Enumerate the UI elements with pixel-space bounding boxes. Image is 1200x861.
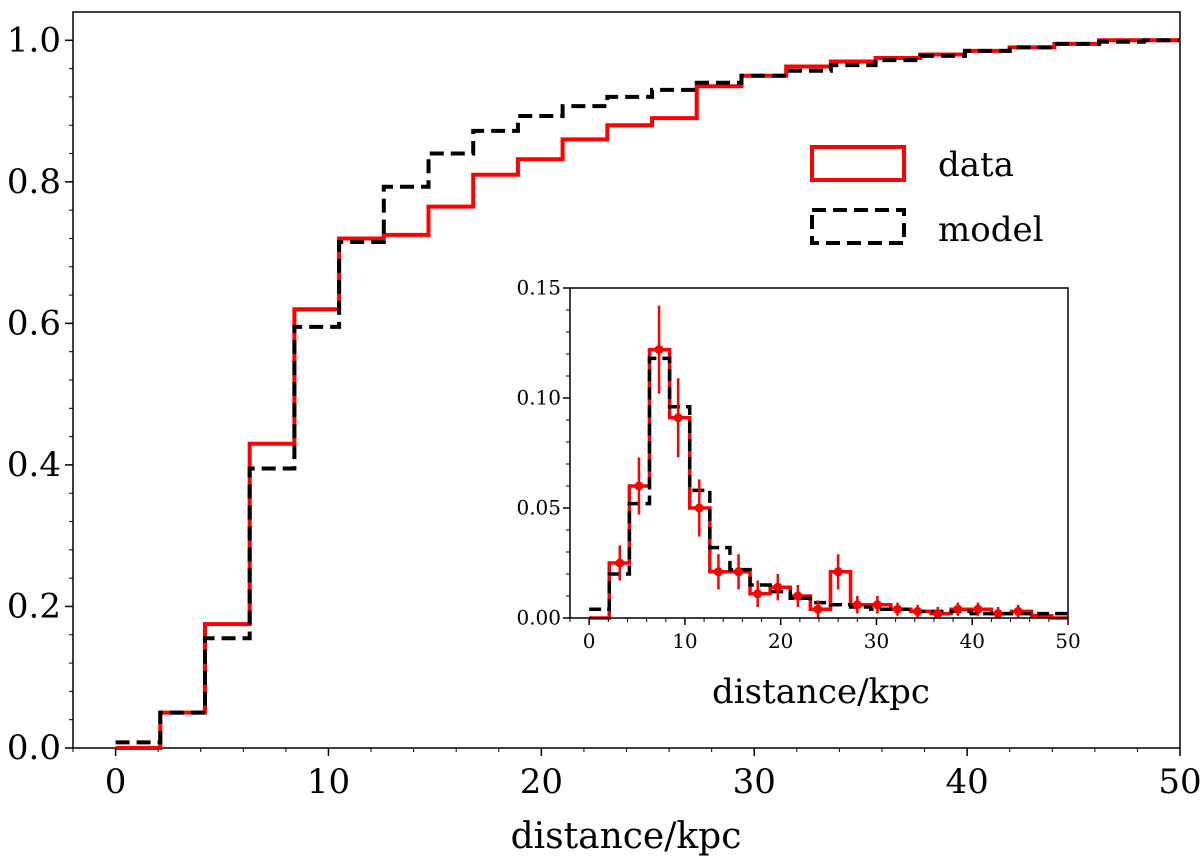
main-y-tick-label: 0.6	[7, 304, 61, 344]
main-y-tick-label: 1.0	[7, 21, 61, 61]
inset-plot-series	[589, 347, 1068, 620]
inset-data-point	[833, 567, 843, 577]
inset-x-axis-label: distance/kpc	[712, 672, 930, 712]
inset-data-point	[893, 604, 903, 614]
main-series-model	[115, 38, 1180, 745]
inset-data-point	[694, 503, 704, 513]
main-x-tick-label: 20	[520, 762, 563, 802]
inset-plot-error-bars	[615, 305, 1023, 619]
main-x-tick-label: 30	[733, 762, 776, 802]
main-y-tick-label: 0.0	[7, 728, 61, 768]
inset-y-tick-label: 0.15	[516, 276, 561, 300]
main-x-tick-label: 0	[105, 762, 127, 802]
inset-data-point	[673, 413, 683, 423]
main-plot-series	[115, 38, 1180, 750]
legend-model-label: model	[938, 210, 1043, 250]
main-y-tick-label: 0.8	[7, 162, 61, 202]
main-y-tick-label: 0.4	[7, 445, 61, 485]
inset-data-point	[793, 591, 803, 601]
inset-data-point	[953, 604, 963, 614]
inset-data-point	[713, 567, 723, 577]
inset-data-point	[654, 345, 664, 355]
inset-plot: 0 10 20 30 40 50 0.00 0.05 0.10 0.15 distance/kpc	[516, 276, 1080, 712]
inset-y-tick-label: 0.00	[516, 606, 561, 630]
inset-x-tick-label: 10	[672, 629, 697, 653]
inset-data-point	[1013, 606, 1023, 616]
inset-data-point	[973, 604, 983, 614]
inset-data-point	[734, 567, 744, 577]
inset-data-point	[773, 582, 783, 592]
inset-y-tick-label: 0.05	[516, 496, 561, 520]
legend-model-swatch	[810, 208, 906, 245]
inset-plot-background	[570, 288, 1068, 618]
main-x-tick-label: 50	[1158, 762, 1200, 802]
inset-x-tick-label: 50	[1055, 629, 1080, 653]
main-x-tick-label: 10	[307, 762, 350, 802]
legend: data model	[810, 145, 1043, 250]
main-plot: 0 10 20 30 40 50 0.0 0.2 0.4 0.6 0.8 1.0 distance/k…	[7, 11, 1200, 857]
inset-data-point	[933, 609, 943, 619]
inset-data-point	[753, 589, 763, 599]
inset-series-model	[589, 356, 1068, 616]
legend-data-label: data	[938, 145, 1014, 185]
inset-data-point	[913, 606, 923, 616]
inset-x-tick-label: 20	[768, 629, 793, 653]
inset-data-point	[615, 558, 625, 568]
main-x-axis-label: distance/kpc	[511, 816, 742, 857]
inset-data-point	[852, 600, 862, 610]
legend-data-swatch	[810, 145, 906, 182]
main-x-tick-label: 40	[945, 762, 988, 802]
inset-data-point	[813, 604, 823, 614]
main-y-tick-label: 0.2	[7, 587, 61, 627]
inset-x-tick-label: 30	[864, 629, 889, 653]
inset-y-tick-label: 0.10	[516, 386, 561, 410]
inset-data-point	[872, 600, 882, 610]
inset-data-point	[634, 481, 644, 491]
main-plot-ticks: 0 10 20 30 40 50 0.0 0.2 0.4 0.6 0.8 1.0	[7, 21, 1200, 802]
inset-plot-ticks: 0 10 20 30 40 50 0.00 0.05 0.10 0.15	[516, 276, 1080, 653]
inset-x-tick-label: 0	[583, 629, 596, 653]
inset-data-point	[993, 609, 1003, 619]
inset-x-tick-label: 40	[960, 629, 985, 653]
